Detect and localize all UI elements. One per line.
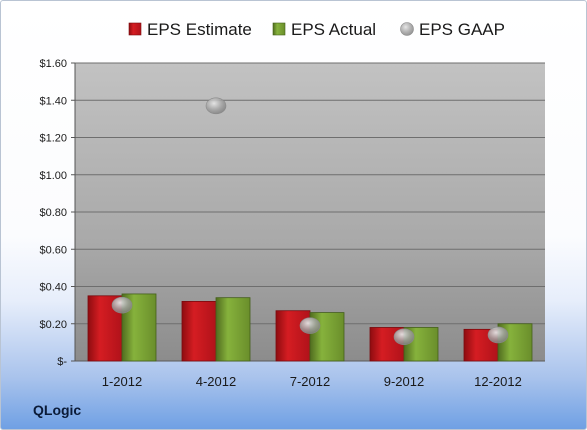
eps-actual-bar: [215, 297, 251, 362]
y-tick-label: $1.60: [39, 58, 67, 70]
y-tick-label: $0.80: [39, 207, 67, 219]
y-tick-label: $1.40: [39, 95, 67, 107]
legend-label: EPS Actual: [291, 20, 376, 39]
legend-label: EPS GAAP: [419, 20, 505, 39]
legend-swatch-gaap: [400, 22, 414, 36]
x-tick-label: 12-2012: [474, 374, 522, 389]
legend-swatch-actual: [272, 22, 286, 36]
legend-label: EPS Estimate: [147, 20, 252, 39]
y-tick-label: $0.40: [39, 282, 67, 294]
eps-gaap-point: [299, 317, 321, 334]
x-tick-label: 9-2012: [384, 374, 424, 389]
y-tick-label: $-: [57, 356, 67, 368]
x-tick-label: 1-2012: [102, 374, 142, 389]
x-tick-label: 7-2012: [290, 374, 330, 389]
eps-gaap-point: [111, 296, 133, 314]
eps-estimate-bar: [275, 310, 311, 362]
eps-gaap-point: [393, 328, 415, 346]
brand-label: QLogic: [33, 402, 82, 418]
eps-gaap-point: [487, 326, 509, 344]
eps-estimate-bar: [181, 300, 217, 362]
legend-swatch-estimate: [128, 22, 142, 36]
y-tick-label: $1.20: [39, 133, 67, 145]
eps-gaap-point: [205, 97, 227, 115]
y-tick-label: $0.20: [39, 319, 67, 331]
y-tick-label: $0.60: [39, 244, 67, 256]
y-tick-label: $1.00: [39, 170, 67, 182]
x-tick-label: 4-2012: [196, 374, 236, 389]
